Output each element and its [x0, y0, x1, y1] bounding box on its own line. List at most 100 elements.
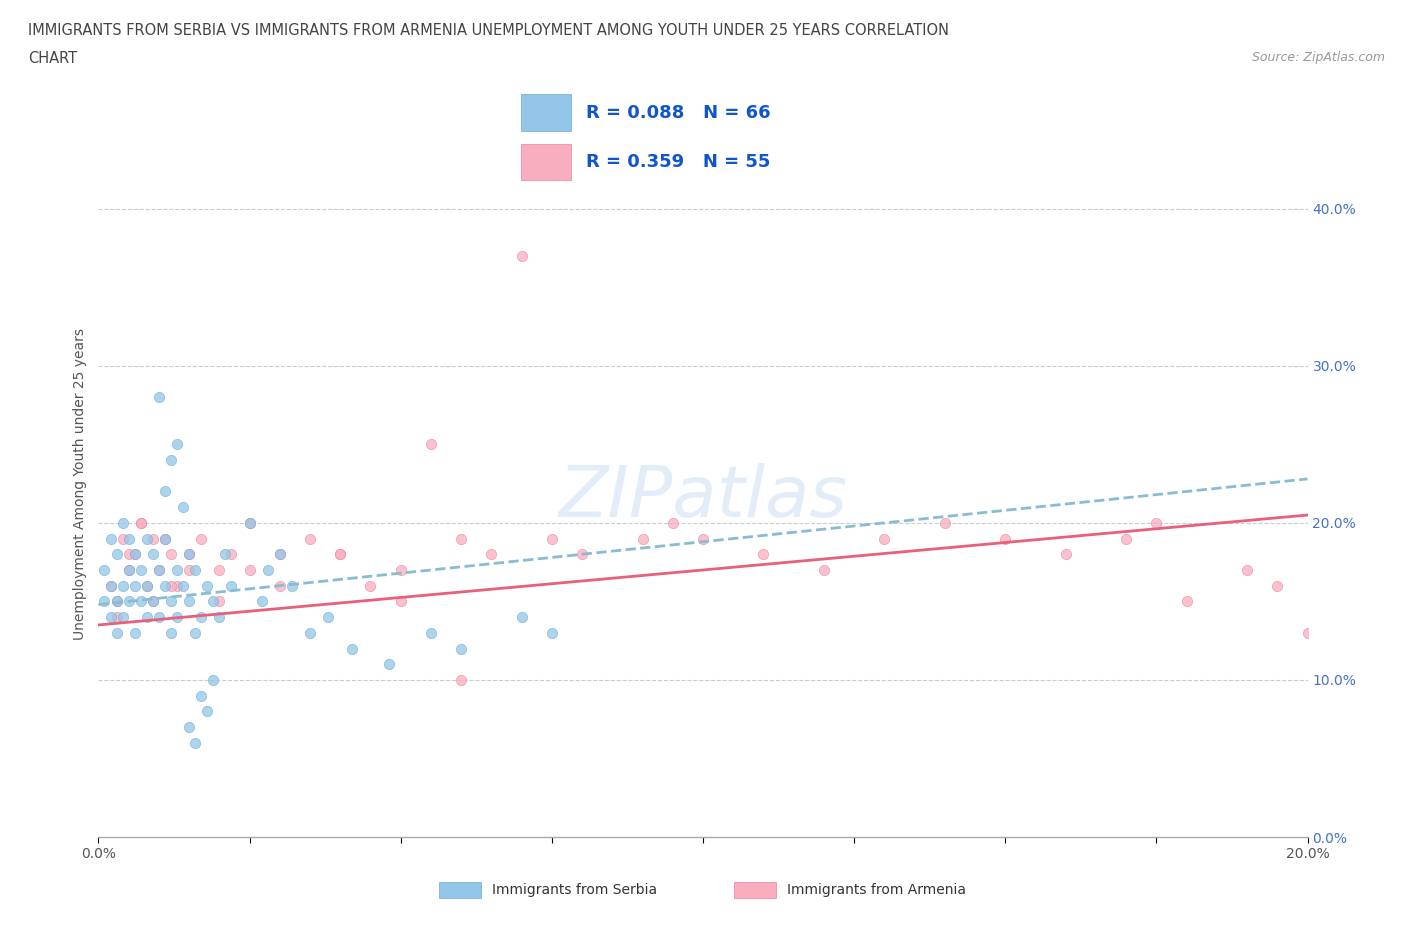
Point — [1115, 531, 1137, 546]
Point — [111, 531, 134, 546]
Point — [184, 563, 207, 578]
Point — [177, 594, 201, 609]
Point — [118, 563, 141, 578]
Point — [111, 578, 134, 593]
Point — [269, 578, 291, 593]
Point — [153, 531, 176, 546]
Point — [481, 547, 503, 562]
Point — [316, 610, 339, 625]
Point — [100, 531, 122, 546]
Point — [208, 563, 231, 578]
Point — [166, 578, 188, 593]
Point — [250, 594, 273, 609]
Point — [202, 672, 225, 687]
Point — [281, 578, 304, 593]
Point — [571, 547, 593, 562]
Point — [166, 610, 188, 625]
Point — [1054, 547, 1077, 562]
Point — [419, 625, 441, 640]
Text: Immigrants from Serbia: Immigrants from Serbia — [492, 883, 657, 897]
Point — [1265, 578, 1288, 593]
Point — [540, 625, 562, 640]
Point — [377, 657, 399, 671]
Bar — [522, 94, 571, 131]
Text: CHART: CHART — [28, 51, 77, 66]
Point — [160, 547, 183, 562]
Text: Source: ZipAtlas.com: Source: ZipAtlas.com — [1251, 51, 1385, 64]
Point — [221, 578, 243, 593]
Point — [142, 531, 165, 546]
Point — [450, 641, 472, 656]
Point — [873, 531, 896, 546]
Point — [111, 515, 134, 530]
Point — [195, 578, 218, 593]
Point — [419, 437, 441, 452]
Point — [299, 625, 322, 640]
Point — [692, 531, 714, 546]
Point — [148, 563, 170, 578]
Point — [299, 531, 322, 546]
Point — [214, 547, 236, 562]
Point — [118, 547, 141, 562]
Point — [172, 578, 194, 593]
Point — [135, 610, 157, 625]
Point — [239, 515, 262, 530]
Point — [148, 563, 170, 578]
Point — [105, 547, 128, 562]
Point — [177, 547, 201, 562]
Text: ZIPatlas: ZIPatlas — [558, 463, 848, 532]
Point — [450, 531, 472, 546]
Point — [177, 547, 201, 562]
Point — [129, 563, 152, 578]
Point — [994, 531, 1017, 546]
Point — [631, 531, 654, 546]
Point — [239, 563, 262, 578]
Point — [208, 610, 231, 625]
Point — [148, 610, 170, 625]
Point — [142, 594, 165, 609]
Point — [160, 578, 183, 593]
Point — [153, 484, 176, 498]
Point — [202, 594, 225, 609]
Point — [135, 578, 157, 593]
Point — [177, 563, 201, 578]
Point — [329, 547, 352, 562]
Point — [160, 594, 183, 609]
Point — [105, 594, 128, 609]
Text: R = 0.088   N = 66: R = 0.088 N = 66 — [586, 103, 770, 122]
Point — [813, 563, 835, 578]
Point — [208, 594, 231, 609]
Point — [105, 625, 128, 640]
Point — [105, 610, 128, 625]
Point — [510, 610, 533, 625]
Point — [118, 563, 141, 578]
Point — [129, 594, 152, 609]
Text: Immigrants from Armenia: Immigrants from Armenia — [787, 883, 966, 897]
Point — [510, 248, 533, 263]
Point — [256, 563, 278, 578]
Point — [221, 547, 243, 562]
Point — [100, 578, 122, 593]
Point — [172, 499, 194, 514]
Bar — [522, 143, 571, 180]
Point — [450, 672, 472, 687]
Point — [195, 704, 218, 719]
Point — [184, 736, 207, 751]
Point — [142, 594, 165, 609]
Point — [177, 720, 201, 735]
Point — [389, 594, 412, 609]
Point — [93, 563, 115, 578]
Point — [124, 625, 146, 640]
Point — [540, 531, 562, 546]
Point — [160, 625, 183, 640]
Point — [184, 625, 207, 640]
Point — [100, 578, 122, 593]
Point — [153, 531, 176, 546]
Text: R = 0.359   N = 55: R = 0.359 N = 55 — [586, 153, 770, 171]
Text: IMMIGRANTS FROM SERBIA VS IMMIGRANTS FROM ARMENIA UNEMPLOYMENT AMONG YOUTH UNDER: IMMIGRANTS FROM SERBIA VS IMMIGRANTS FRO… — [28, 23, 949, 38]
Y-axis label: Unemployment Among Youth under 25 years: Unemployment Among Youth under 25 years — [73, 327, 87, 640]
Point — [269, 547, 291, 562]
Point — [342, 641, 364, 656]
Point — [129, 515, 152, 530]
Point — [93, 594, 115, 609]
